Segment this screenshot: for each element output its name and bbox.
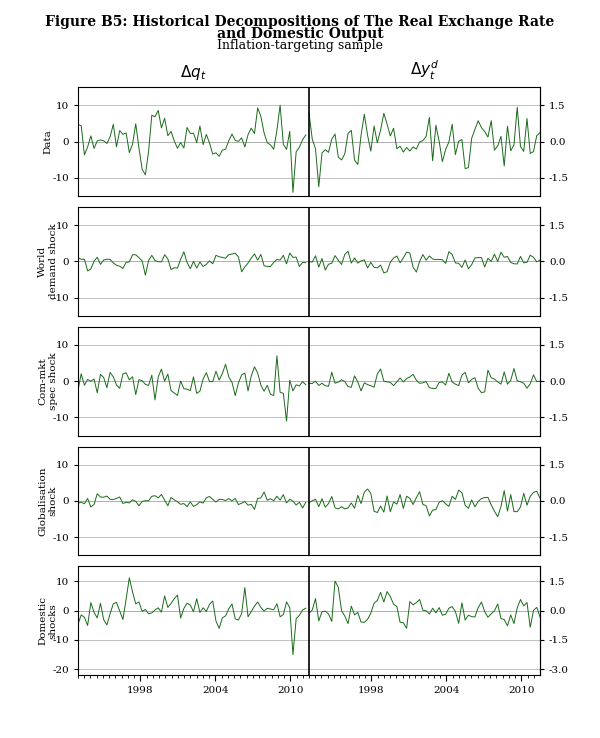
Text: Inflation-targeting sample: Inflation-targeting sample [217,39,383,52]
Text: $\Delta q_t$: $\Delta q_t$ [180,63,207,82]
Y-axis label: World
demand shock: World demand shock [38,224,58,299]
Y-axis label: Data: Data [44,129,53,154]
Y-axis label: Domestic
shocks: Domestic shocks [38,596,58,645]
Text: and Domestic Output: and Domestic Output [217,27,383,41]
Text: $\Delta y_t^d$: $\Delta y_t^d$ [410,59,439,82]
Y-axis label: Globalisation
shock: Globalisation shock [38,466,58,536]
Text: Figure B5: Historical Decompositions of The Real Exchange Rate: Figure B5: Historical Decompositions of … [46,15,554,29]
Y-axis label: Com-mkt
spec shock: Com-mkt spec shock [38,352,58,410]
